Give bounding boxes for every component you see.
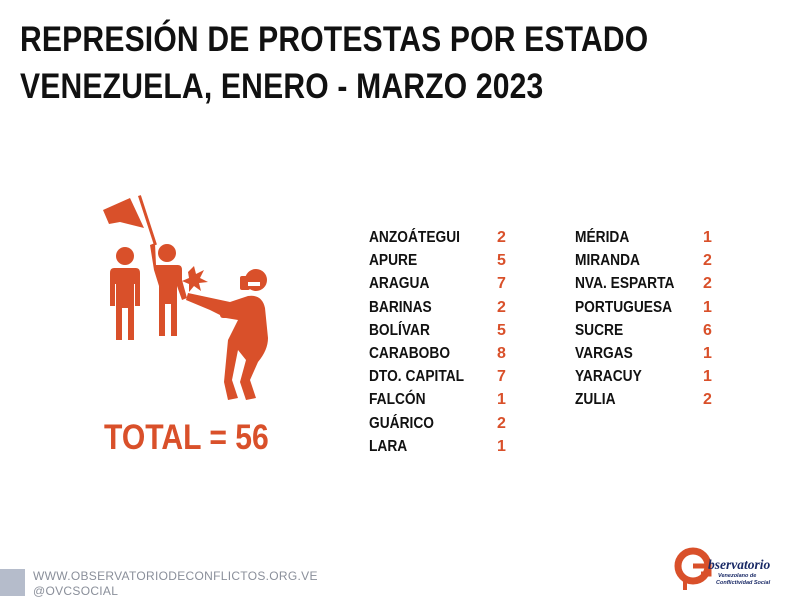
state-name: MÉRIDA xyxy=(575,229,630,246)
logo-subtitle-1: Venezolano de xyxy=(718,573,757,579)
state-name: ZULIA xyxy=(575,391,616,409)
protest-repression-icon xyxy=(103,195,268,400)
state-count: 8 xyxy=(497,344,506,362)
state-row: VARGAS 1 xyxy=(575,345,725,368)
footer-decoration-square xyxy=(0,569,25,596)
state-name: MIRANDA xyxy=(575,252,640,270)
logo-subtitle-2: Conflictividad Social xyxy=(716,580,771,586)
state-name: FALCÓN xyxy=(369,391,426,409)
state-name: ANZOÁTEGUI xyxy=(369,229,460,246)
state-row: ZULIA 2 xyxy=(575,391,725,414)
state-count: 1 xyxy=(497,391,506,409)
state-row: APURE 5 xyxy=(369,252,519,275)
state-name: ARAGUA xyxy=(369,275,430,293)
state-name: BARINAS xyxy=(369,298,432,316)
state-count: 5 xyxy=(497,321,506,339)
state-row: MIRANDA 2 xyxy=(575,252,725,275)
state-count: 5 xyxy=(497,252,506,270)
state-row: PORTUGUESA 1 xyxy=(575,299,725,322)
state-count: 1 xyxy=(703,344,712,362)
ovcs-logo-icon xyxy=(674,547,712,590)
state-row: FALCÓN 1 xyxy=(369,391,519,414)
state-row: BOLÍVAR 5 xyxy=(369,322,519,345)
state-count: 6 xyxy=(703,321,712,339)
state-name: PORTUGUESA xyxy=(575,298,673,316)
states-list-left: ANZOÁTEGUI 2 APURE 5 ARAGUA 7 BARINAS 2 BOLÍVAR 5… xyxy=(369,229,519,461)
page-title-line2: VENEZUELA, ENERO - MARZO 2023 xyxy=(20,67,544,106)
footer-social-handle[interactable]: @OVCSOCIAL xyxy=(33,584,119,598)
state-count: 2 xyxy=(497,414,506,432)
state-name: SUCRE xyxy=(575,321,624,339)
state-name: NVA. ESPARTA xyxy=(575,275,675,293)
state-count: 2 xyxy=(703,252,712,270)
state-count: 1 xyxy=(703,229,712,246)
state-row: NVA. ESPARTA 2 xyxy=(575,275,725,298)
state-row: ARAGUA 7 xyxy=(369,275,519,298)
state-name: GUÁRICO xyxy=(369,414,434,432)
footer-website-link[interactable]: WWW.OBSERVATORIODECONFLICTOS.ORG.VE xyxy=(33,569,318,583)
state-name: CARABOBO xyxy=(369,344,451,362)
state-count: 2 xyxy=(703,391,712,409)
state-count: 1 xyxy=(497,437,506,455)
total-count: TOTAL = 56 xyxy=(104,418,269,457)
state-name: VARGAS xyxy=(575,344,633,362)
state-row: YARACUY 1 xyxy=(575,368,725,391)
logo-title: bservatorio xyxy=(708,557,771,572)
page-title-line1: REPRESIÓN DE PROTESTAS POR ESTADO xyxy=(20,20,649,59)
state-count: 2 xyxy=(703,275,712,293)
state-count: 7 xyxy=(497,275,506,293)
state-row: ANZOÁTEGUI 2 xyxy=(369,229,519,252)
states-list-right: MÉRIDA 1 MIRANDA 2 NVA. ESPARTA 2 PORTUGUESA 1 S… xyxy=(575,229,725,415)
state-row: SUCRE 6 xyxy=(575,322,725,345)
state-count: 7 xyxy=(497,368,506,386)
state-name: LARA xyxy=(369,437,408,455)
state-row: BARINAS 2 xyxy=(369,299,519,322)
state-row: DTO. CAPITAL 7 xyxy=(369,368,519,391)
state-row: LARA 1 xyxy=(369,438,519,461)
state-row: MÉRIDA 1 xyxy=(575,229,725,252)
state-name: DTO. CAPITAL xyxy=(369,368,465,386)
state-row: GUÁRICO 2 xyxy=(369,415,519,438)
state-name: BOLÍVAR xyxy=(369,321,430,339)
state-count: 2 xyxy=(497,298,506,316)
state-name: YARACUY xyxy=(575,368,642,386)
state-count: 1 xyxy=(703,298,712,316)
state-name: APURE xyxy=(369,252,418,270)
state-count: 1 xyxy=(703,368,712,386)
state-row: CARABOBO 8 xyxy=(369,345,519,368)
state-count: 2 xyxy=(497,229,506,246)
